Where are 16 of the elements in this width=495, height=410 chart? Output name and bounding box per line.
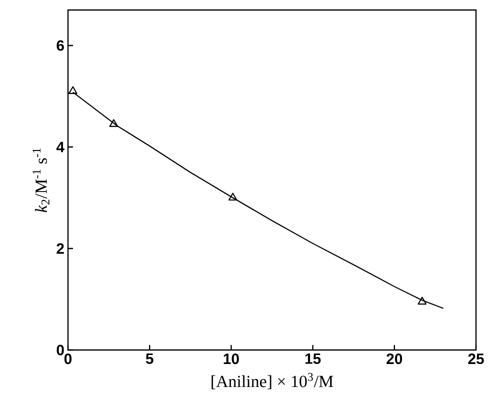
x-axis-title: [Aniline] × 10$^{3}$/M xyxy=(212,372,334,390)
point xyxy=(228,192,238,201)
x-tick-label: 25 xyxy=(468,354,484,364)
x-tick-label: 20 xyxy=(386,354,402,364)
point xyxy=(68,86,78,94)
x-tick-label: 5 xyxy=(146,354,154,364)
y-axis-title: k$_{2}$/M$^{-1}$ s$^{-1}$ xyxy=(32,148,50,212)
point xyxy=(109,119,118,127)
x-tick-label: 15 xyxy=(305,354,321,364)
y-tick-label: 0 xyxy=(56,344,64,356)
point xyxy=(418,296,427,305)
x-tick-label: 10 xyxy=(224,354,239,364)
y-tick-label: 2 xyxy=(56,243,64,254)
x-tick-label: 0 xyxy=(64,354,72,364)
y-tick-label: 4 xyxy=(56,142,64,152)
y-tick-label: 6 xyxy=(56,40,64,51)
